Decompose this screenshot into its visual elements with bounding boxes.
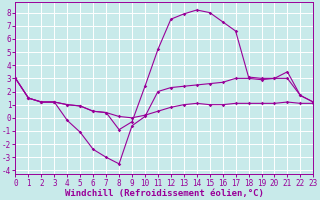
X-axis label: Windchill (Refroidissement éolien,°C): Windchill (Refroidissement éolien,°C) xyxy=(65,189,264,198)
